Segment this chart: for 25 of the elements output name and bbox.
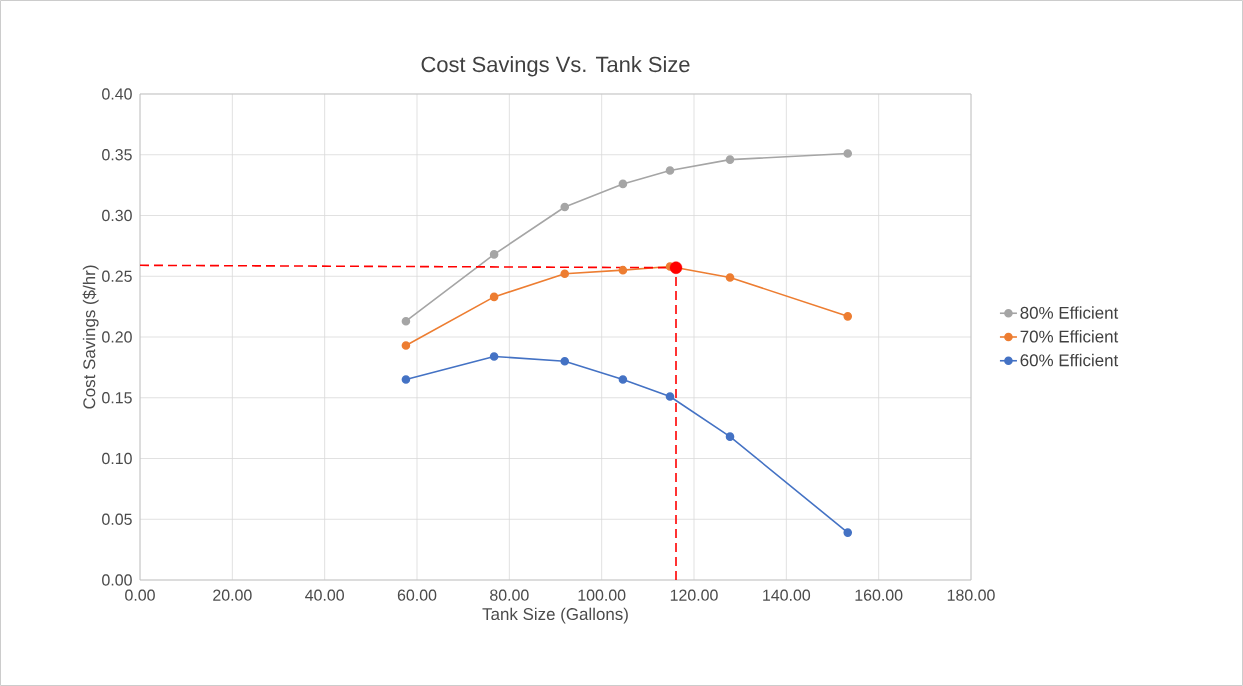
legend-label: 70% Efficient (1020, 330, 1119, 343)
y-axis-title: Cost Savings ($/hr) (82, 265, 99, 409)
x-tick-label: 100.00 (578, 589, 626, 601)
x-tick-label: 120.00 (670, 589, 718, 601)
y-tick-label: 0.00 (102, 574, 132, 586)
y-tick-label: 0.40 (102, 88, 132, 100)
y-tick-label: 0.20 (102, 331, 132, 343)
y-tick-label: 0.35 (102, 149, 132, 161)
x-tick-label: 140.00 (763, 589, 811, 601)
legend-label: 80% Efficient (1020, 306, 1119, 319)
chart-title: Cost Savings Vs. Tank Size (421, 56, 690, 77)
y-tick-label: 0.10 (102, 452, 132, 465)
y-tick-label: 0.05 (102, 513, 132, 525)
x-tick-label: 180.00 (947, 589, 995, 601)
x-tick-label: 80.00 (490, 589, 529, 601)
x-tick-label: 40.00 (305, 589, 344, 601)
y-tick-label: 0.15 (102, 392, 132, 404)
legend-label: 60% Efficient (1020, 353, 1119, 367)
y-tick-label: 0.30 (102, 209, 132, 222)
x-tick-label: 160.00 (855, 589, 903, 601)
x-axis-title: Tank Size (Gallons) (482, 607, 628, 624)
x-tick-label: 60.00 (397, 589, 437, 601)
x-tick-label: 0.00 (125, 589, 155, 601)
x-tick-label: 20.00 (213, 589, 252, 601)
y-tick-label: 0.25 (102, 270, 132, 282)
